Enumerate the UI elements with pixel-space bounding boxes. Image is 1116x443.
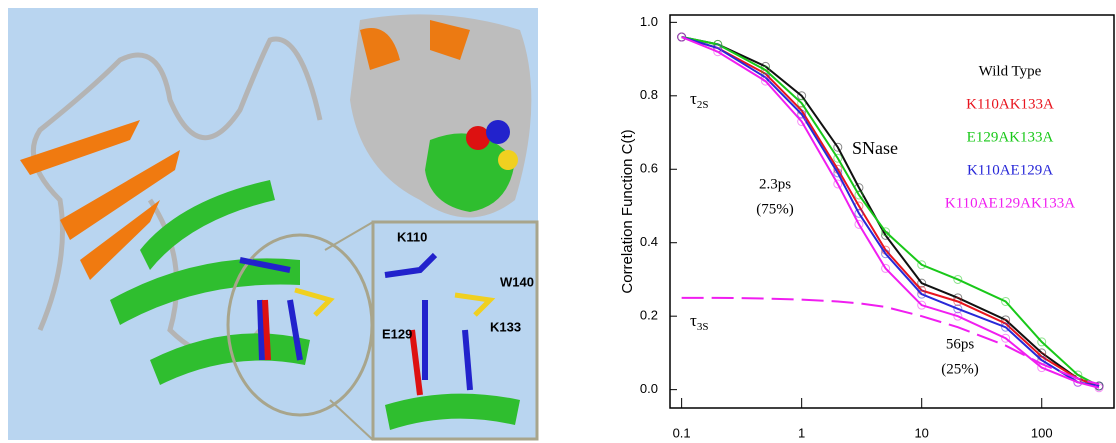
y-tick-label: 1.0	[640, 14, 658, 29]
legend-entry: E129AK133A	[967, 129, 1054, 145]
y-tick-label: 0.6	[640, 161, 658, 176]
data-point	[713, 47, 723, 57]
series-line	[681, 36, 1100, 387]
annotation: 56ps	[946, 336, 975, 352]
residue	[409, 329, 423, 396]
data-point	[854, 190, 864, 200]
x-tick-label: 0.1	[673, 425, 691, 440]
surface-patch	[486, 120, 510, 144]
data-point	[881, 249, 891, 259]
data-point	[854, 219, 864, 229]
residue-label: W140	[500, 274, 534, 289]
y-tick-label: 0.4	[640, 234, 658, 249]
data-point	[1037, 337, 1047, 347]
tau-symbol: τ	[690, 89, 697, 108]
data-point	[833, 179, 843, 189]
x-tick-label: 10	[914, 425, 928, 440]
tau-label: τ3S	[690, 311, 708, 333]
plot-frame	[669, 14, 1115, 409]
x-tick-label: 100	[1031, 425, 1053, 440]
data-point	[953, 296, 963, 306]
y-tick-label: 0.2	[640, 308, 658, 323]
data-point	[761, 76, 771, 86]
data-point	[833, 142, 843, 152]
data-point	[917, 300, 927, 310]
legend-entry: K110AE129A	[967, 162, 1053, 178]
legend-entry: Wild Type	[979, 63, 1042, 79]
data-point	[917, 278, 927, 288]
series-line	[681, 36, 1100, 387]
data-point	[1001, 333, 1011, 343]
series-line	[681, 36, 1100, 389]
series-line	[681, 36, 1100, 387]
y-tick-label: 0.8	[640, 87, 658, 102]
residue	[239, 257, 303, 361]
surface-patch	[466, 126, 490, 150]
zoom-line	[329, 399, 374, 441]
data-point	[761, 65, 771, 75]
x-tick-label: 1	[798, 425, 805, 440]
tau-label: τ2S	[690, 89, 708, 111]
data-point	[917, 289, 927, 299]
fit-line	[681, 296, 1100, 386]
data-point	[917, 260, 927, 270]
data-point	[833, 168, 843, 178]
legend-entry: K110AE129AK133A	[945, 195, 1075, 211]
annotation: (25%)	[941, 361, 979, 377]
tau-subscript: 2S	[697, 99, 709, 111]
residue	[454, 292, 496, 317]
data-point	[797, 109, 807, 119]
beta-sheet	[20, 120, 180, 280]
surface-patch	[360, 20, 470, 70]
data-point	[677, 32, 687, 42]
chart: 0.0 0.2 0.4 0.6 0.8 1.0 0.1 1 10 100 Correlation F…	[619, 14, 1115, 440]
residue	[262, 299, 271, 361]
annotation: (75%)	[756, 201, 794, 217]
data-point	[797, 117, 807, 127]
y-axis-label: Correlation Function C(t)	[619, 129, 636, 293]
data-point	[1001, 296, 1011, 306]
protein-panel: K110 W140 E129 K133	[8, 8, 539, 441]
residue-label: E129	[382, 326, 412, 341]
data-point	[881, 227, 891, 237]
legend-entry: K110AK133A	[966, 96, 1054, 112]
data-point	[881, 263, 891, 273]
data-point	[1001, 322, 1011, 332]
residue	[384, 252, 473, 391]
data-point	[854, 208, 864, 218]
annotation: SNase	[852, 138, 898, 158]
residue-label: K133	[490, 319, 521, 334]
data-point	[953, 311, 963, 321]
helix	[385, 393, 520, 430]
series-line	[681, 36, 1100, 387]
tau-symbol: τ	[690, 311, 697, 330]
data-point	[953, 274, 963, 284]
residue	[294, 287, 335, 317]
annotation: 2.3ps	[759, 176, 791, 192]
surface-patch	[498, 150, 518, 170]
y-tick-label: 0.0	[640, 381, 658, 396]
zoom-line	[324, 221, 374, 251]
tau-subscript: 3S	[697, 321, 709, 333]
residue-label: K110	[397, 229, 427, 244]
data-point	[797, 98, 807, 108]
data-point	[833, 153, 843, 163]
data-point	[953, 304, 963, 314]
data-point	[797, 91, 807, 101]
surface-patch	[425, 133, 515, 212]
